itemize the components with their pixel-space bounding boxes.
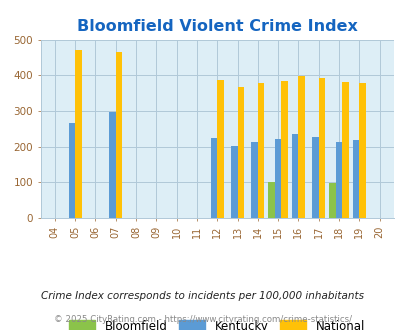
Bar (251, 142, 257, 218)
Bar (230, 146, 237, 218)
Bar (257, 83, 264, 218)
Bar (237, 87, 243, 218)
Bar (281, 81, 287, 218)
Bar (274, 139, 281, 218)
Bar (291, 134, 298, 218)
Bar (217, 80, 223, 218)
Bar (352, 141, 358, 218)
Bar (115, 52, 122, 218)
Bar (298, 76, 304, 218)
Bar (328, 183, 335, 218)
Text: © 2025 CityRating.com - https://www.cityrating.com/crime-statistics/: © 2025 CityRating.com - https://www.city… (54, 315, 351, 324)
Bar (311, 137, 318, 218)
Bar (318, 78, 324, 218)
Bar (75, 50, 81, 218)
Bar (68, 123, 75, 218)
Bar (358, 83, 365, 218)
Bar (341, 82, 348, 218)
Bar (109, 112, 115, 218)
Text: Crime Index corresponds to incidents per 100,000 inhabitants: Crime Index corresponds to incidents per… (41, 291, 364, 301)
Bar (335, 142, 341, 218)
Title: Bloomfield Violent Crime Index: Bloomfield Violent Crime Index (77, 19, 357, 34)
Bar (268, 182, 274, 218)
Bar (210, 138, 217, 218)
Legend: Bloomfield, Kentucky, National: Bloomfield, Kentucky, National (66, 316, 368, 330)
